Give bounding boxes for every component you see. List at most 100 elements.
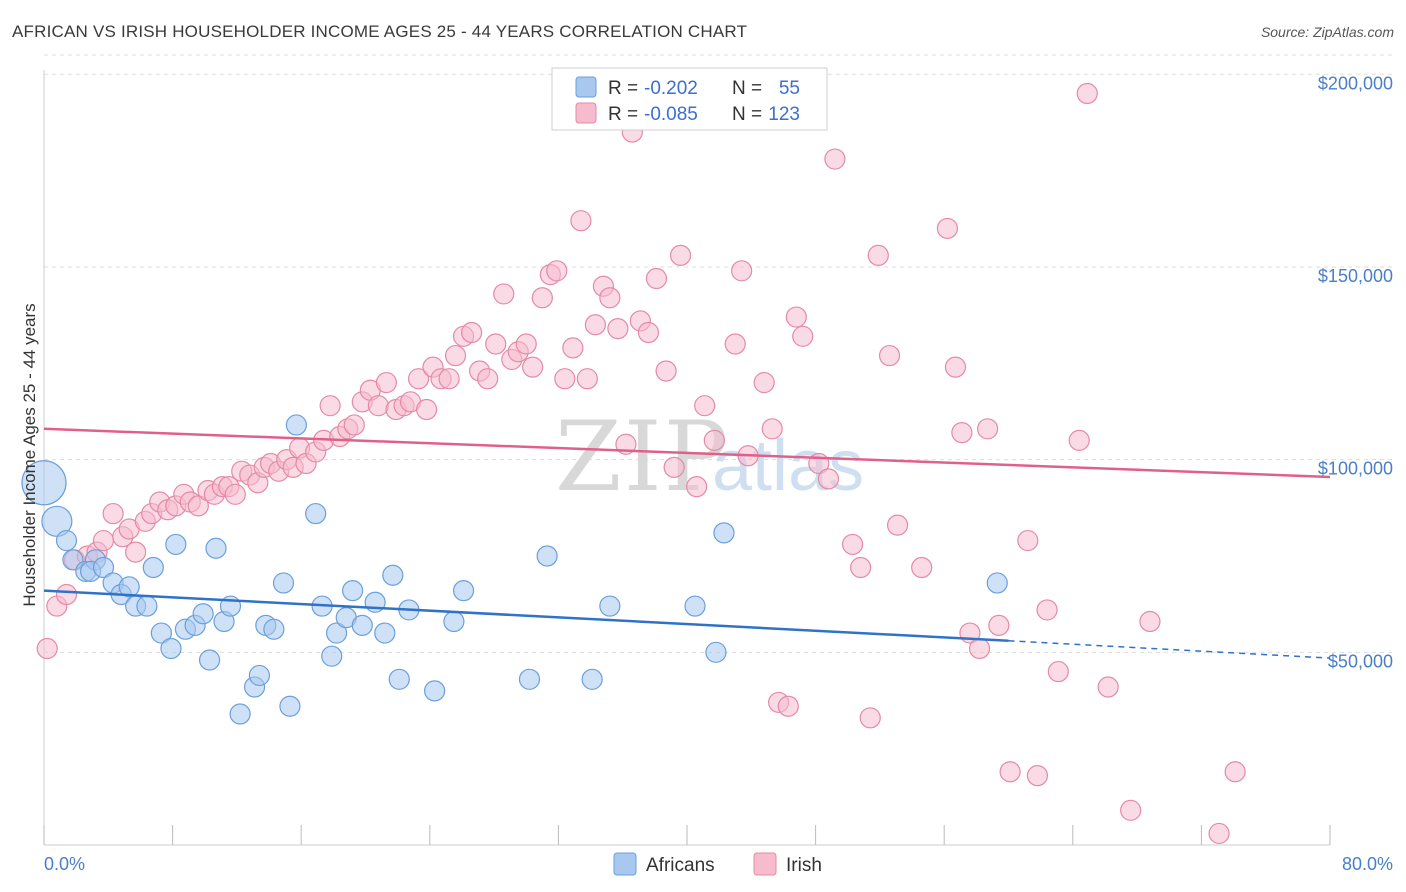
watermark: ZIP atlas — [555, 401, 864, 513]
irish-point-63 — [531, 287, 553, 309]
irish-point-111 — [977, 418, 999, 440]
irish-point-98 — [824, 148, 846, 170]
y-tick-label-3: $200,000 — [1318, 73, 1393, 93]
africans-point-42 — [388, 668, 410, 690]
grid-lines — [44, 54, 1393, 653]
africans-point-2 — [55, 529, 78, 552]
trend-lines — [43, 427, 1331, 659]
irish-point-78 — [645, 267, 668, 290]
irish-point-121 — [1120, 799, 1142, 821]
y-tick-label-2: $150,000 — [1318, 266, 1393, 286]
irish-point-119 — [1076, 82, 1098, 105]
africans-point-34 — [321, 645, 343, 667]
africans-point-30 — [279, 695, 301, 717]
legend-box — [551, 67, 828, 131]
irish-point-94 — [785, 306, 807, 328]
irish-point-87 — [724, 333, 746, 355]
irish-point-79 — [655, 360, 677, 382]
irish-point-120 — [1097, 676, 1119, 698]
watermark-zip: ZIP — [555, 401, 730, 513]
irish-point-7 — [102, 502, 124, 525]
irish-point-90 — [753, 371, 775, 394]
africans-point-13 — [142, 556, 164, 579]
y-tick-label-1: $100,000 — [1318, 459, 1393, 479]
irish-point-83 — [686, 476, 708, 498]
watermark-atlas: atlas — [712, 426, 864, 506]
irish-point-113 — [999, 761, 1021, 783]
irish-point-124 — [1224, 761, 1246, 783]
irish-point-52 — [444, 344, 467, 367]
irish-point-108 — [951, 422, 973, 444]
africans-point-15 — [160, 637, 182, 660]
africans-point-26 — [248, 664, 271, 687]
irish-point-102 — [867, 244, 889, 266]
africans-point-40 — [374, 622, 396, 644]
legend-n-label-africans: N = — [732, 78, 762, 99]
y-axis-label: Householder Income Ages 25 - 44 years — [20, 303, 39, 606]
irish-point-84 — [694, 395, 716, 417]
chart-title: AFRICAN VS IRISH HOUSEHOLDER INCOME AGES… — [12, 22, 748, 41]
x-tick-label-max: 80.0% — [1342, 854, 1393, 874]
irish-point-106 — [936, 217, 959, 240]
y-tick-label-0: $50,000 — [1328, 651, 1393, 671]
africans-trend-line — [43, 589, 1009, 643]
irish-point-118 — [1068, 429, 1090, 451]
irish-point-23 — [224, 483, 246, 505]
irish-point-69 — [576, 368, 598, 390]
irish-point-51 — [438, 368, 460, 390]
irish-point-91 — [761, 418, 783, 440]
irish-point-93 — [777, 695, 799, 717]
irish-point-56 — [477, 368, 499, 390]
africans-point-44 — [424, 680, 446, 702]
africans-trend-extension — [1008, 640, 1331, 659]
africans-point-28 — [263, 618, 285, 640]
legend-r-value-irish: -0.085 — [644, 104, 698, 125]
africans-point-24 — [229, 703, 251, 725]
irish-point-81 — [669, 244, 692, 266]
irish-point-73 — [607, 318, 629, 340]
africans-point-54 — [986, 572, 1008, 594]
irish-point-99 — [841, 533, 864, 556]
irish-point-122 — [1139, 610, 1161, 633]
irish-point-95 — [792, 325, 814, 347]
africans-point-32 — [305, 502, 327, 525]
bottom-legend-swatch-irish — [753, 852, 777, 876]
africans-point-46 — [452, 580, 475, 602]
africans-point-10 — [118, 576, 140, 598]
legend-r-label-africans: R = — [608, 78, 638, 99]
africans-point-50 — [599, 595, 621, 617]
africans-point-0 — [21, 460, 67, 506]
africans-point-52 — [705, 641, 727, 663]
africans-point-7 — [92, 556, 115, 579]
irish-point-123 — [1208, 822, 1230, 845]
irish-point-85 — [703, 429, 725, 451]
irish-point-66 — [554, 368, 576, 390]
irish-point-115 — [1026, 765, 1049, 787]
africans-point-49 — [581, 668, 603, 690]
bottom-legend-label-irish: Irish — [786, 855, 822, 876]
irish-point-47 — [407, 368, 430, 390]
africans-points — [21, 414, 1008, 725]
africans-point-31 — [285, 414, 307, 436]
africans-point-48 — [536, 545, 558, 567]
africans-point-37 — [342, 580, 364, 602]
bottom-legend-label-africans: Africans — [646, 855, 715, 876]
irish-point-62 — [522, 356, 544, 378]
irish-point-110 — [968, 637, 991, 660]
legend-swatch-africans — [575, 76, 597, 98]
bottom-legend: Africans Irish — [613, 852, 822, 876]
irish-point-48 — [415, 398, 438, 421]
africans-point-21 — [205, 537, 227, 559]
irish-point-36 — [319, 395, 341, 417]
irish-point-0 — [36, 637, 58, 660]
africans-point-12 — [136, 595, 158, 617]
africans-point-29 — [272, 572, 295, 594]
irish-point-2 — [55, 583, 78, 606]
africans-point-53 — [713, 522, 735, 544]
africans-point-35 — [325, 622, 348, 644]
x-ticks — [43, 825, 1331, 845]
irish-point-61 — [515, 333, 537, 355]
irish-point-10 — [125, 541, 147, 563]
irish-point-97 — [817, 468, 840, 490]
